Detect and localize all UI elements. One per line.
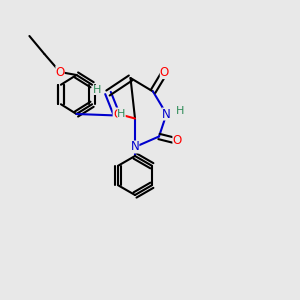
Text: O: O	[114, 107, 123, 121]
Text: O: O	[172, 134, 182, 148]
Text: N: N	[130, 140, 140, 154]
Text: O: O	[160, 66, 169, 79]
Text: H: H	[93, 85, 102, 95]
Text: H: H	[117, 109, 126, 119]
Text: N: N	[162, 107, 171, 121]
Text: O: O	[56, 65, 64, 79]
Text: H: H	[176, 106, 184, 116]
Text: N: N	[112, 109, 122, 122]
